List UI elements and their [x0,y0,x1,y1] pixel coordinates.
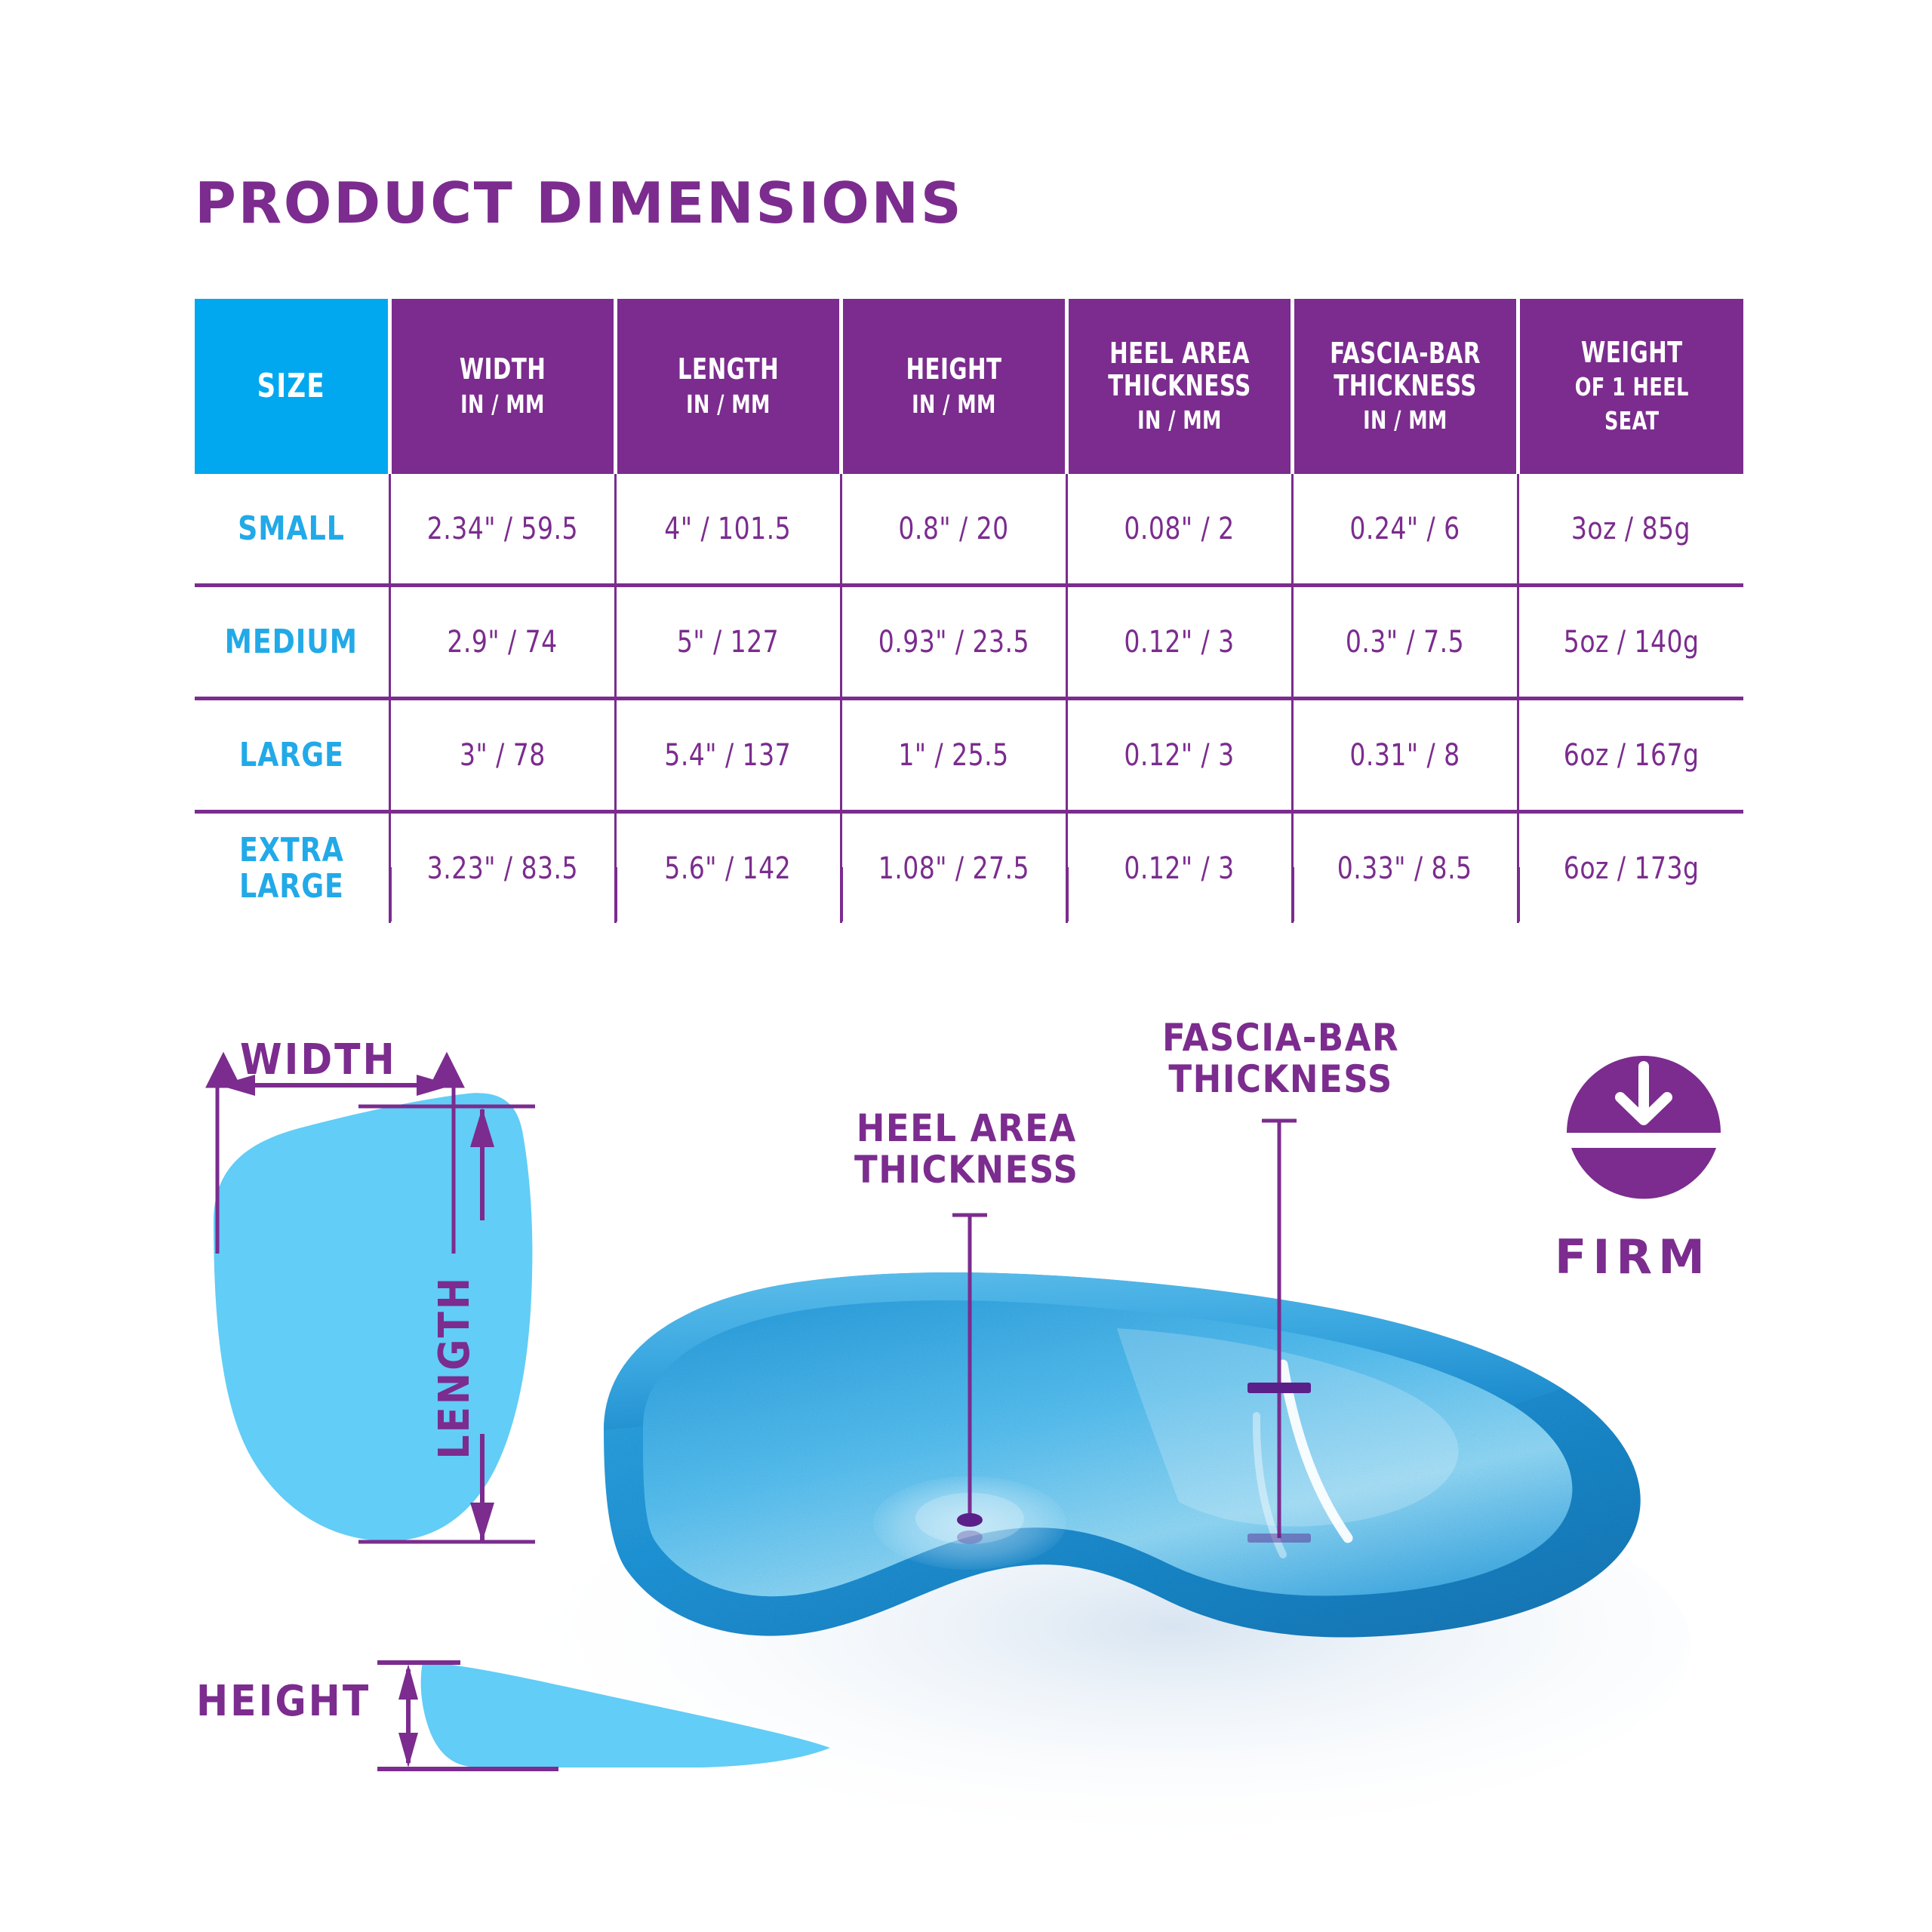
cell-width: 3.23" / 83.5 [388,810,615,923]
table-header-row: SIZE WIDTH IN / MM LENGTH IN / MM HEIGHT… [195,299,1743,474]
fascia-bar-thickness-callout-label: FASCIA-BAR THICKNESS [1162,1017,1399,1100]
column-header-size: SIZE [195,299,392,474]
cell-size: SMALL [238,509,346,548]
cell-fascia-bar-thickness: 0.24" / 6 [1291,474,1518,586]
fascia-bar-highlight-secondary [1252,1412,1287,1558]
cell-size: EXTRA LARGE [195,810,389,923]
column-header-height: HEIGHT IN / MM [838,299,1069,474]
page-title: PRODUCT DIMENSIONS [195,170,964,236]
top-view-diagram [205,1051,535,1544]
width-arrowhead-left [219,1075,255,1096]
heel-area-callout-line-1: HEEL AREA [856,1106,1077,1150]
column-header-width: WIDTH IN / MM [387,299,617,474]
length-arrowhead-down [470,1503,494,1542]
firmness-badge [1567,1056,1721,1199]
firmness-label: FIRM [1555,1229,1711,1284]
cell-height: 0.8" / 20 [839,474,1066,586]
cell-length: 5" / 127 [614,583,841,699]
cell-fascia-bar-thickness: 0.31" / 8 [1291,697,1518,812]
cell-width: 2.9" / 74 [388,583,615,699]
column-header-heel-area-thickness: HEEL AREA THICKNESS IN / MM [1064,299,1294,474]
cell-weight: 3oz / 85g [1516,474,1743,586]
table-row: SMALL 2.34" / 59.5 4" / 101.5 0.8" / 20 … [195,474,1743,586]
cell-weight: 5oz / 140g [1516,583,1743,699]
cell-size: LARGE [195,697,389,812]
column-header-fascia-bar-thickness: FASCIA-BAR THICKNESS IN / MM [1290,299,1520,474]
firmness-icon-bottom-half [1571,1148,1716,1199]
insole-3d-illustration [604,1272,1641,1638]
cell-length: 4" / 101.5 [614,474,841,586]
cell-height: 0.93" / 23.5 [839,583,1066,699]
fascia-bar-callout-line-1: FASCIA-BAR [1162,1016,1400,1060]
cell-length: 5.6" / 142 [614,810,841,923]
insole-side-view-shape [420,1662,830,1767]
cell-length: 5.4" / 137 [614,697,841,812]
cell-weight: 6oz / 167g [1516,697,1743,812]
cell-heel-area-thickness: 0.12" / 3 [1065,583,1292,699]
height-arrowhead-up [398,1664,418,1700]
column-header-weight: WEIGHT OF 1 HEEL SEAT [1515,299,1743,474]
heel-area-callout-dot-shadow [957,1531,983,1544]
side-view-diagram [377,1660,830,1771]
cell-heel-area-thickness: 0.12" / 3 [1065,697,1292,812]
product-dimensions-table: SIZE WIDTH IN / MM LENGTH IN / MM HEIGHT… [195,299,1743,923]
heel-area-callout-line-2: THICKNESS [854,1148,1079,1192]
height-dimension-label: HEIGHT [196,1677,371,1726]
cell-fascia-bar-thickness: 0.3" / 7.5 [1291,583,1518,699]
insole-top-view-shape [214,1093,533,1542]
cell-fascia-bar-thickness: 0.33" / 8.5 [1291,810,1518,923]
cell-width: 2.34" / 59.5 [388,474,615,586]
table-row: LARGE 3" / 78 5.4" / 137 1" / 25.5 0.12"… [195,697,1743,812]
heel-area-thickness-callout-label: HEEL AREA THICKNESS [854,1108,1078,1191]
height-arrowhead-down [398,1733,418,1767]
length-arrowhead-up [470,1108,494,1147]
callout-leaders [952,1118,1311,1544]
cell-height: 1" / 25.5 [839,697,1066,812]
table-bottom-rules [195,867,1743,921]
table-row: MEDIUM 2.9" / 74 5" / 127 0.93" / 23.5 0… [195,583,1743,699]
length-dimension-label: LENGTH [430,1275,479,1460]
cell-heel-area-thickness: 0.08" / 2 [1065,474,1292,586]
heel-area-callout-dot [957,1513,983,1527]
fascia-bar-callout-bottom-marker [1247,1534,1311,1543]
fascia-bar-callout-line-2: THICKNESS [1168,1057,1393,1101]
width-arrowhead-right [417,1075,453,1096]
table-row: EXTRA LARGE 3.23" / 83.5 5.6" / 142 1.08… [195,810,1743,923]
insole-rim-highlight [604,1272,1562,1430]
cell-heel-area-thickness: 0.12" / 3 [1065,810,1292,923]
cell-width: 3" / 78 [388,697,615,812]
firmness-arrow-head [1615,1092,1672,1125]
column-header-length: LENGTH IN / MM [613,299,843,474]
fascia-bar-callout-top-marker [1247,1383,1311,1393]
cell-weight: 6oz / 173g [1516,810,1743,923]
cell-size: MEDIUM [195,583,389,699]
width-dimension-label: WIDTH [240,1035,397,1084]
insole-specular-sheen [1117,1328,1459,1527]
